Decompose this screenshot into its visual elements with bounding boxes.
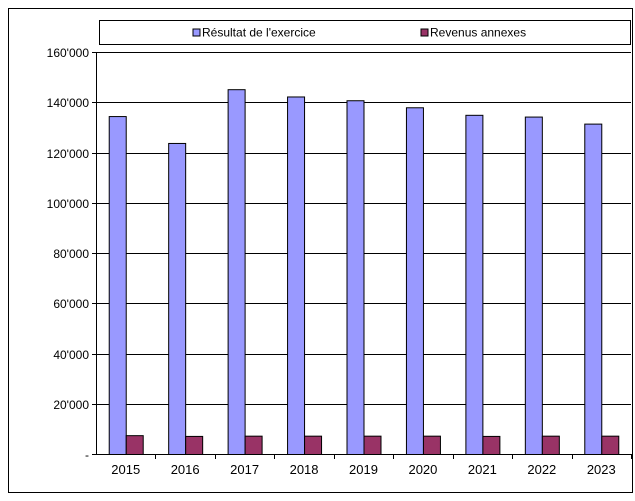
bar-resultat bbox=[347, 101, 364, 455]
legend-swatch-revenus bbox=[421, 29, 428, 36]
x-tick-label: 2021 bbox=[468, 462, 497, 477]
legend-swatch-resultat bbox=[193, 29, 200, 36]
bar-revenus bbox=[483, 436, 500, 454]
bar-resultat bbox=[406, 108, 423, 455]
y-tick-label: 120'000 bbox=[47, 147, 90, 161]
bar-revenus bbox=[126, 436, 143, 455]
x-tick-label: 2017 bbox=[230, 462, 259, 477]
y-tick-label: 100'000 bbox=[47, 197, 90, 211]
legend-label-resultat: Résultat de l'exercice bbox=[202, 26, 316, 40]
bar-resultat bbox=[585, 124, 602, 454]
bar-revenus bbox=[542, 436, 559, 454]
x-tick-label: 2023 bbox=[587, 462, 616, 477]
bars bbox=[109, 90, 619, 455]
y-tick-label: 20'000 bbox=[53, 398, 89, 412]
bar-revenus bbox=[364, 436, 381, 454]
x-tick-label: 2016 bbox=[171, 462, 200, 477]
bar-revenus bbox=[305, 436, 322, 454]
bar-resultat bbox=[169, 143, 186, 454]
y-tick-label: 80'000 bbox=[53, 247, 89, 261]
legend: Résultat de l'exercice Revenus annexes bbox=[100, 21, 631, 45]
y-tick-label: 160'000 bbox=[47, 46, 90, 60]
bar-revenus bbox=[186, 436, 203, 454]
bar-revenus bbox=[602, 436, 619, 454]
bar-resultat bbox=[109, 117, 126, 455]
bar-resultat bbox=[228, 90, 245, 455]
x-tick-label: 2020 bbox=[408, 462, 437, 477]
y-tick-label: - bbox=[85, 448, 89, 462]
bar-revenus bbox=[245, 436, 262, 454]
x-tick-label: 2019 bbox=[349, 462, 378, 477]
y-tick-label: 40'000 bbox=[53, 348, 89, 362]
y-axis: - 20'000 40'000 60'000 80'000 100'000 120'000 1… bbox=[47, 46, 96, 462]
bar-resultat bbox=[466, 115, 483, 454]
legend-label-revenus: Revenus annexes bbox=[430, 26, 526, 40]
bar-revenus bbox=[423, 436, 440, 454]
legend-box bbox=[100, 21, 631, 45]
y-tick-label: 140'000 bbox=[47, 96, 90, 110]
y-tick-label: 60'000 bbox=[53, 297, 89, 311]
x-tick-label: 2022 bbox=[527, 462, 556, 477]
x-tick-label: 2015 bbox=[111, 462, 140, 477]
bar-resultat bbox=[288, 97, 305, 455]
bar-resultat bbox=[525, 117, 542, 454]
x-tick-label: 2018 bbox=[290, 462, 319, 477]
